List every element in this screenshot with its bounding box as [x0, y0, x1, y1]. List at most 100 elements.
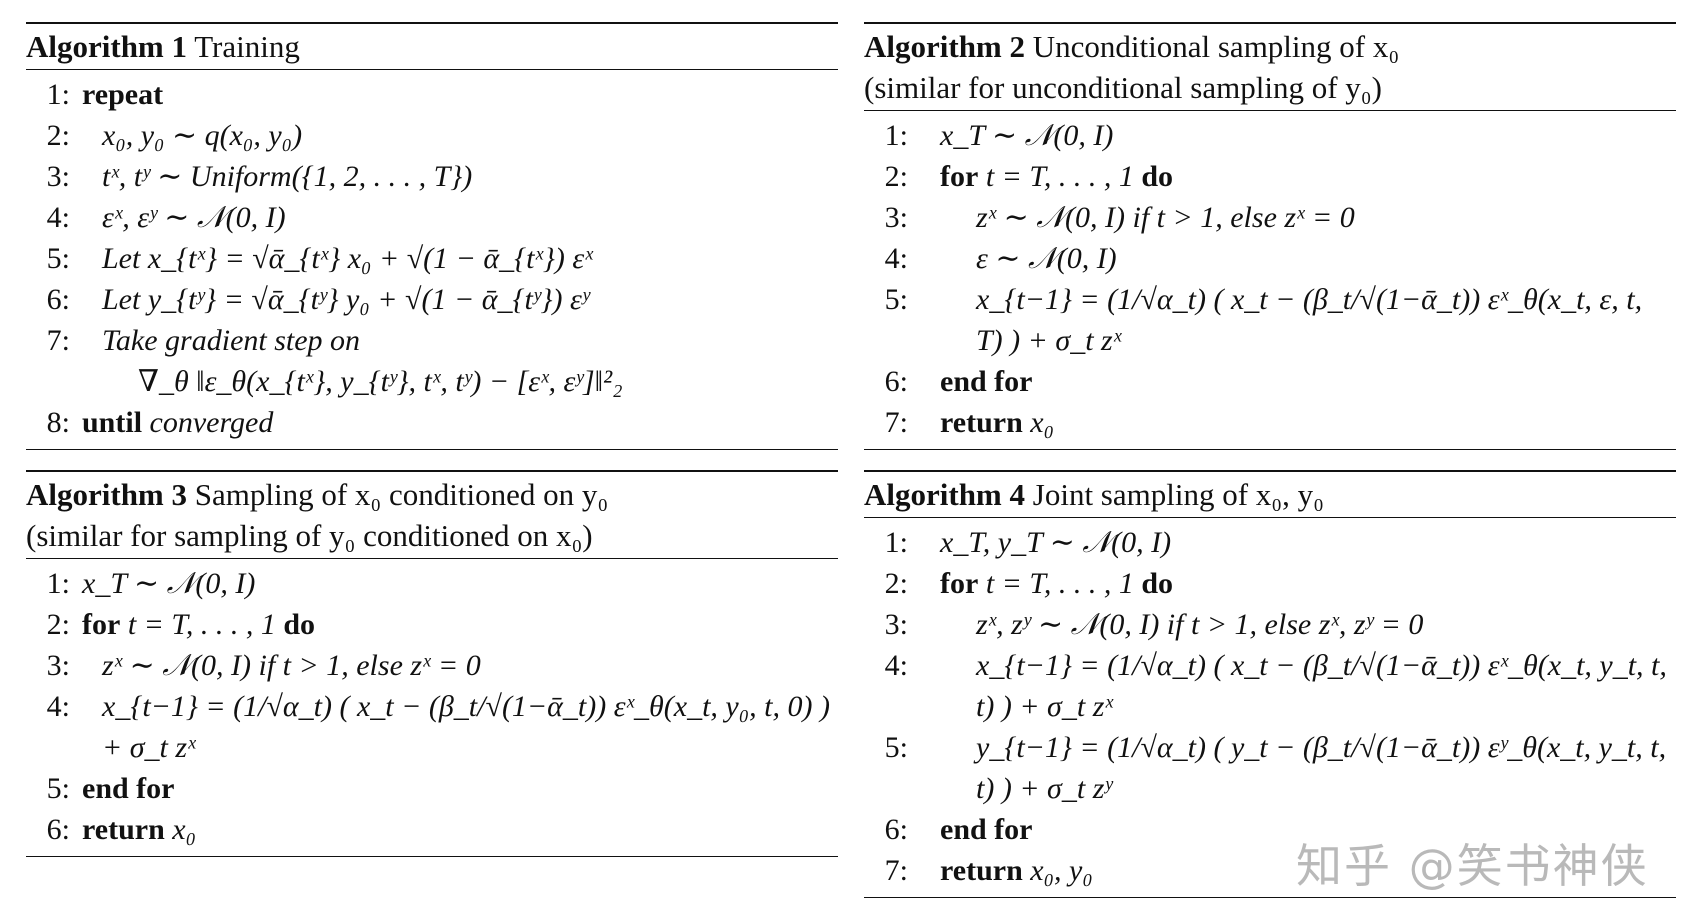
algorithm-box-1: Algorithm 1 Training 1: repeat 2: x₀, y₀…: [26, 22, 838, 450]
algorithm-line: 5: y_{t−1} = (1/√α_t) ( y_t − (β_t/√(1−ᾱ…: [864, 727, 1676, 809]
algorithm-body: 1: x_T, y_T ∼ 𝒩(0, I) 2: for t = T, . . …: [864, 518, 1676, 897]
statement: zˣ ∼ 𝒩(0, I) if t > 1, else zˣ = 0: [102, 649, 481, 682]
algorithm-line: 1: x_T ∼ 𝒩(0, I): [864, 115, 1676, 156]
algorithm-title: Joint sampling of x₀, y₀: [1025, 477, 1324, 512]
algorithm-line: 3: tˣ, tʸ ∼ Uniform({1, 2, . . . , T}): [26, 156, 838, 197]
line-content: until converged: [82, 402, 838, 443]
keyword: end for: [940, 813, 1033, 846]
algorithm-line: 2: for t = T, . . . , 1 do: [864, 563, 1676, 604]
statement: x₀, y₀: [1022, 854, 1093, 887]
line-content: x_{t−1} = (1/√α_t) ( x_t − (β_t/√(1−ᾱ_t)…: [82, 686, 838, 768]
line-number: 4:: [46, 690, 70, 723]
algorithm-line: 5: x_{t−1} = (1/√α_t) ( x_t − (β_t/√(1−ᾱ…: [864, 279, 1676, 361]
algorithm-line: 7: Take gradient step on: [26, 320, 838, 361]
line-number: 1:: [46, 78, 70, 111]
line-content: zˣ ∼ 𝒩(0, I) if t > 1, else zˣ = 0: [82, 645, 838, 686]
line-content: x_T ∼ 𝒩(0, I): [82, 563, 838, 604]
algorithm-line: 3: zˣ ∼ 𝒩(0, I) if t > 1, else zˣ = 0: [26, 645, 838, 686]
algorithm-line: 6: end for: [864, 361, 1676, 402]
algorithm-line: 1: x_T ∼ 𝒩(0, I): [26, 563, 838, 604]
line-number: 2:: [46, 608, 70, 641]
statement: t = T, . . . , 1: [120, 608, 284, 641]
line-number: 1:: [884, 119, 908, 152]
line-content: y_{t−1} = (1/√α_t) ( y_t − (β_t/√(1−ᾱ_t)…: [920, 727, 1676, 809]
line-number: 7:: [884, 406, 908, 439]
line-number: [26, 361, 82, 402]
line-content: zˣ ∼ 𝒩(0, I) if t > 1, else zˣ = 0: [920, 197, 1676, 238]
statement: ε ∼ 𝒩(0, I): [976, 242, 1117, 275]
statement: x₀: [1022, 406, 1055, 439]
line-number: 7:: [884, 854, 908, 887]
line-number: 2:: [884, 160, 908, 193]
line-content: x_T, y_T ∼ 𝒩(0, I): [920, 522, 1676, 563]
statement: x_{t−1} = (1/√α_t) ( x_t − (β_t/√(1−ᾱ_t)…: [976, 649, 1667, 723]
line-content: return x₀: [920, 402, 1676, 443]
line-content: Take gradient step on: [82, 320, 838, 361]
algorithm-title: Training: [187, 29, 300, 64]
line-content: x_T ∼ 𝒩(0, I): [920, 115, 1676, 156]
algorithm-label: Algorithm 3: [26, 477, 188, 512]
line-content: end for: [82, 768, 838, 809]
line-number: 6:: [46, 283, 70, 316]
watermark: 知乎 @笑书神侠: [1296, 839, 1649, 893]
line-number: 4:: [884, 242, 908, 275]
line-number: 3:: [46, 649, 70, 682]
statement: x_{t−1} = (1/√α_t) ( x_t − (β_t/√(1−ᾱ_t)…: [976, 283, 1643, 357]
keyword: for: [940, 567, 979, 600]
line-content: for t = T, . . . , 1 do: [82, 604, 838, 645]
line-content: x_{t−1} = (1/√α_t) ( x_t − (β_t/√(1−ᾱ_t)…: [920, 279, 1676, 361]
line-number: 5:: [46, 242, 70, 275]
algorithm-line: 6: Let y_{tʸ} = √ᾱ_{tʸ} y₀ + √(1 − ᾱ_{tʸ…: [26, 279, 838, 320]
line-number: 5:: [46, 772, 70, 805]
statement: x_T ∼ 𝒩(0, I): [82, 567, 256, 600]
algorithm-line: 4: x_{t−1} = (1/√α_t) ( x_t − (β_t/√(1−ᾱ…: [864, 645, 1676, 727]
keyword: do: [1141, 567, 1174, 600]
statement: εˣ, εʸ ∼ 𝒩(0, I): [102, 201, 286, 234]
algorithm-title: Sampling of x₀ conditioned on y₀: [187, 477, 609, 512]
line-content: for t = T, . . . , 1 do: [920, 156, 1676, 197]
statement: Take gradient step on: [102, 324, 361, 357]
line-content: Let y_{tʸ} = √ᾱ_{tʸ} y₀ + √(1 − ᾱ_{tʸ}) …: [82, 279, 838, 320]
keyword: return: [940, 854, 1023, 887]
algorithm-caption: Algorithm 4 Joint sampling of x₀, y₀: [864, 472, 1676, 518]
algorithm-subtitle: (similar for sampling of y₀ conditioned …: [26, 518, 593, 553]
algorithm-line: 3: zˣ, zʸ ∼ 𝒩(0, I) if t > 1, else zˣ, z…: [864, 604, 1676, 645]
algorithm-line: 4: ε ∼ 𝒩(0, I): [864, 238, 1676, 279]
algorithm-box-4: Algorithm 4 Joint sampling of x₀, y₀ 1: …: [864, 470, 1676, 898]
algorithm-line: 2: for t = T, . . . , 1 do: [864, 156, 1676, 197]
line-content: Let x_{tˣ} = √ᾱ_{tˣ} x₀ + √(1 − ᾱ_{tˣ}) …: [82, 238, 838, 279]
algorithm-title: Unconditional sampling of x₀: [1025, 29, 1400, 64]
statement: t = T, . . . , 1: [978, 567, 1142, 600]
algorithm-line: 7: return x₀, y₀: [864, 850, 1676, 891]
algorithm-line: 6: return x₀: [26, 809, 838, 850]
line-number: 1:: [46, 567, 70, 600]
line-number: 3:: [46, 160, 70, 193]
algorithm-line: 1: x_T, y_T ∼ 𝒩(0, I): [864, 522, 1676, 563]
line-number: 1:: [884, 526, 908, 559]
statement: Let x_{tˣ} = √ᾱ_{tˣ} x₀ + √(1 − ᾱ_{tˣ}) …: [102, 242, 593, 275]
line-content: ∇_θ ‖ε_θ(x_{tˣ}, y_{tʸ}, tˣ, tʸ) − [εˣ, …: [82, 361, 838, 402]
algorithm-label: Algorithm 4: [864, 477, 1026, 512]
statement: x_{t−1} = (1/√α_t) ( x_t − (β_t/√(1−ᾱ_t)…: [102, 690, 830, 764]
line-number: 7:: [46, 324, 70, 357]
line-number: 4:: [884, 649, 908, 682]
line-content: εˣ, εʸ ∼ 𝒩(0, I): [82, 197, 838, 238]
algorithm-caption: Algorithm 1 Training: [26, 24, 838, 70]
keyword: repeat: [82, 78, 164, 111]
statement: y_{t−1} = (1/√α_t) ( y_t − (β_t/√(1−ᾱ_t)…: [976, 731, 1667, 805]
algorithm-line: 4: εˣ, εʸ ∼ 𝒩(0, I): [26, 197, 838, 238]
algorithm-label: Algorithm 2: [864, 29, 1026, 64]
statement: x_T, y_T ∼ 𝒩(0, I): [940, 526, 1172, 559]
keyword: end for: [82, 772, 175, 805]
statement: zˣ ∼ 𝒩(0, I) if t > 1, else zˣ = 0: [976, 201, 1355, 234]
line-number: 5:: [884, 283, 908, 316]
line-number: 3:: [884, 201, 908, 234]
algorithm-body: 1: x_T ∼ 𝒩(0, I) 2: for t = T, . . . , 1…: [864, 111, 1676, 449]
keyword: end for: [940, 365, 1033, 398]
algorithm-line: 5: end for: [26, 768, 838, 809]
line-content: ε ∼ 𝒩(0, I): [920, 238, 1676, 279]
algorithm-body: 1: repeat 2: x₀, y₀ ∼ q(x₀, y₀) 3: tˣ, t…: [26, 70, 838, 449]
algorithm-box-2: Algorithm 2 Unconditional sampling of x₀…: [864, 22, 1676, 450]
statement: tˣ, tʸ ∼ Uniform({1, 2, . . . , T}): [102, 160, 473, 193]
algorithm-line: 3: zˣ ∼ 𝒩(0, I) if t > 1, else zˣ = 0: [864, 197, 1676, 238]
